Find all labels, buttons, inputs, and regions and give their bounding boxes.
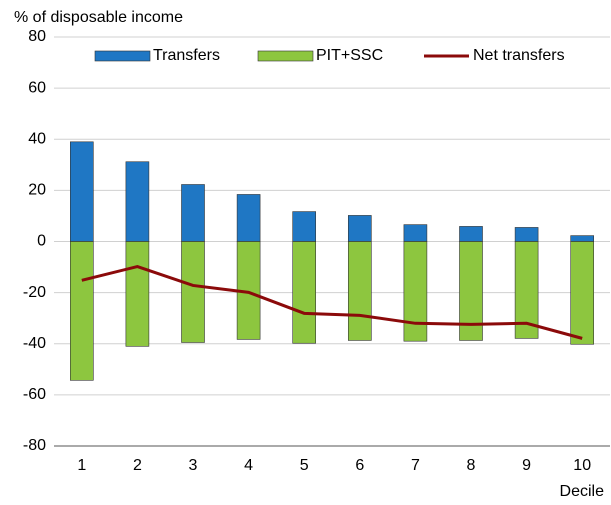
bar (403, 241, 428, 342)
bar (459, 226, 483, 242)
bar (459, 241, 483, 341)
x-tick-label: 1 (77, 457, 86, 474)
x-tick-label: 6 (355, 457, 364, 474)
y-tick-label: -20 (23, 284, 46, 301)
y-tick-label: -40 (23, 335, 46, 352)
y-tick-label: 80 (28, 28, 46, 45)
x-tick-label: 10 (573, 457, 591, 474)
bar (125, 161, 150, 242)
line (81, 264, 583, 340)
bar (70, 241, 94, 381)
bar (181, 241, 205, 343)
legend-label: Net transfers (473, 47, 565, 64)
bar (403, 224, 428, 242)
x-tick-label: 5 (300, 457, 309, 474)
y-axis-label: % of disposable income (14, 9, 183, 26)
bar (570, 235, 595, 242)
legend-label: PIT+SSC (316, 47, 383, 64)
x-tick-label: 4 (244, 457, 253, 474)
x-axis-label: Decile (560, 483, 605, 500)
bar (292, 211, 317, 242)
y-tick-label: -60 (23, 386, 46, 403)
y-tick-label: 60 (28, 79, 46, 96)
x-tick-label: 8 (467, 457, 476, 474)
x-tick-label: 2 (133, 457, 142, 474)
bar (347, 241, 372, 341)
bar (181, 184, 205, 242)
y-tick-label: -80 (23, 437, 46, 454)
bar (125, 241, 150, 347)
bar (236, 194, 261, 242)
legend-swatch (257, 50, 314, 62)
y-tick-label: 20 (28, 182, 46, 199)
legend-label: Transfers (153, 47, 220, 64)
bar (514, 227, 539, 242)
x-tick-label: 3 (189, 457, 198, 474)
bar (70, 141, 94, 242)
bar (570, 241, 595, 345)
y-tick-label: 40 (28, 130, 46, 147)
bar (514, 241, 539, 339)
legend-swatch (94, 50, 151, 62)
y-tick-label: 0 (37, 233, 46, 250)
x-tick-label: 9 (522, 457, 531, 474)
x-tick-label: 7 (411, 457, 420, 474)
bar (292, 241, 317, 344)
bar (347, 215, 372, 242)
